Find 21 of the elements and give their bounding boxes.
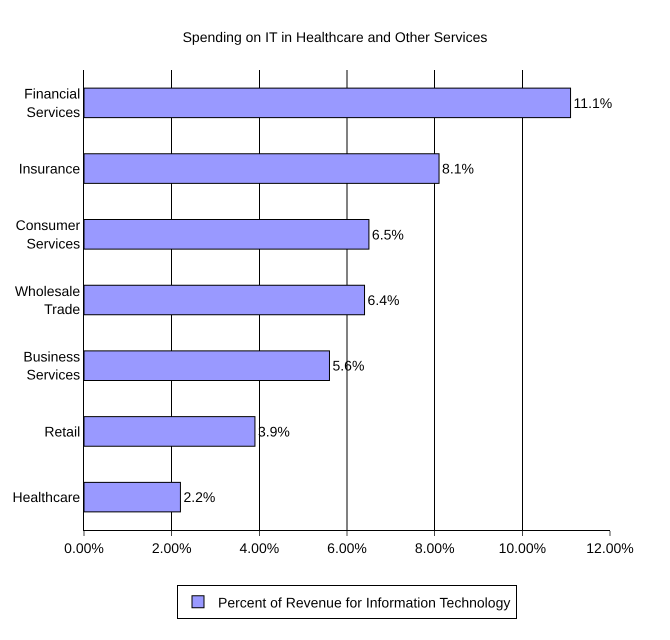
x-tick-label: 2.00%	[152, 540, 192, 556]
chart-title: Spending on IT in Healthcare and Other Services	[182, 28, 488, 45]
y-tick-label: Retail	[44, 423, 80, 440]
y-tick-label: Business Services	[23, 348, 80, 383]
y-tick-label: Consumer Services	[16, 217, 81, 252]
legend-label: Percent of Revenue for Information Technology	[218, 594, 510, 610]
data-label: 8.1%	[442, 160, 474, 177]
y-tick-label: Financial Services	[24, 86, 80, 120]
x-tick-label: 6.00%	[327, 540, 367, 556]
x-tick-label: 8.00%	[414, 540, 455, 556]
y-tick-label: Healthcare	[12, 489, 80, 506]
x-tick-label: 10.00%	[498, 540, 546, 556]
x-tick-label: 4.00%	[239, 540, 280, 556]
x-tick-label: 0.00%	[64, 540, 104, 556]
x-tick-label: 12.00%	[586, 540, 634, 556]
y-tick-label: Insurance	[18, 160, 80, 176]
data-label: 6.4%	[368, 292, 400, 308]
data-label: 6.5%	[372, 226, 404, 242]
data-label: 11.1%	[574, 94, 612, 111]
y-tick-label: Wholesale Trade	[14, 282, 80, 317]
data-label: 2.2%	[183, 489, 216, 506]
